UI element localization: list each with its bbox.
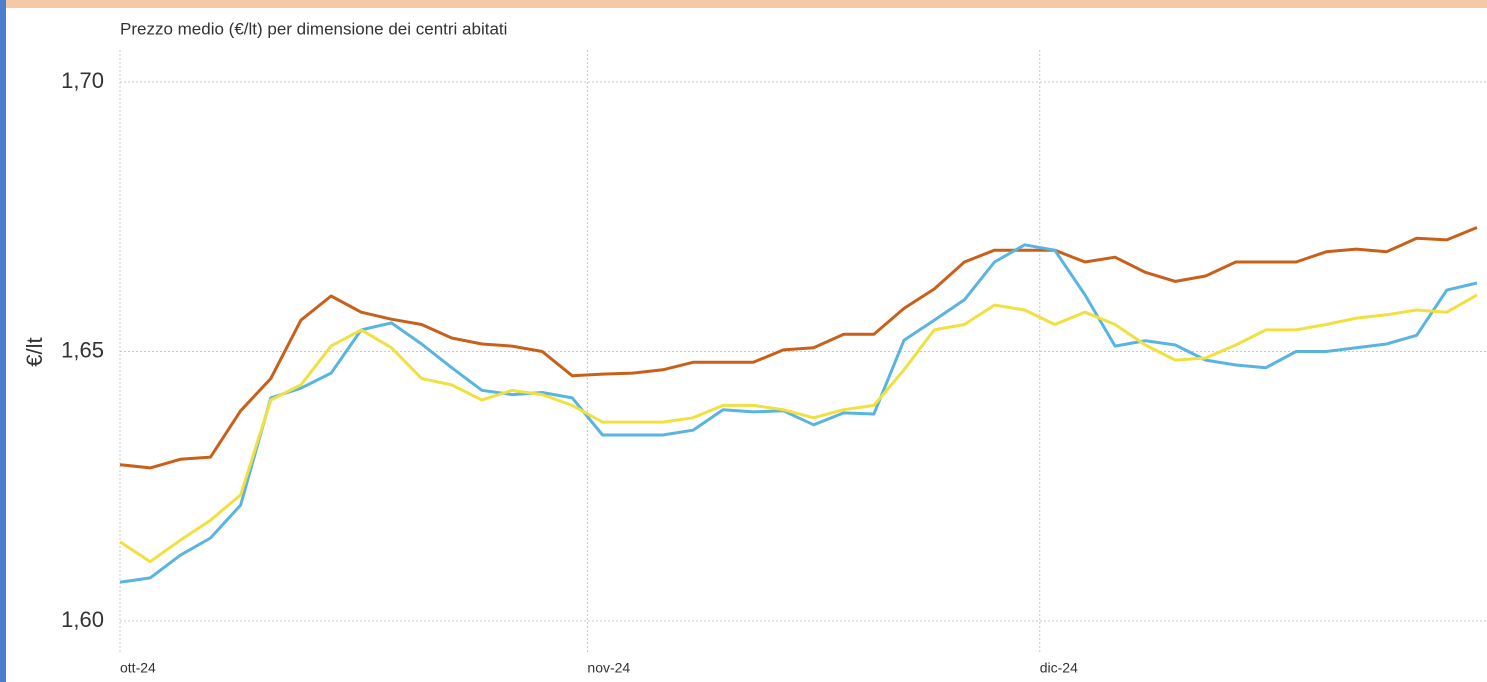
x-tick-label: ott-24: [120, 660, 156, 676]
y-tick-label: 1,70: [61, 68, 104, 93]
series-line: [119, 226, 1478, 470]
series-line: [119, 293, 1478, 564]
chart-title: Prezzo medio (€/lt) per dimensione dei c…: [120, 19, 507, 38]
left-band: [0, 0, 6, 682]
series-line: [119, 243, 1478, 584]
x-tick-label: dic-24: [1040, 660, 1078, 676]
y-tick-label: 1,60: [61, 607, 104, 632]
x-tick-label: nov-24: [587, 660, 630, 676]
y-axis-label: €/lt: [22, 337, 47, 366]
y-tick-label: 1,65: [61, 337, 104, 362]
top-band: [0, 0, 1487, 8]
